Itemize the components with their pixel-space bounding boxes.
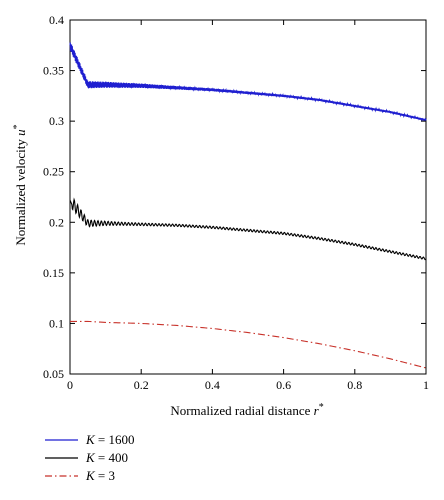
series-line-0 <box>69 42 427 122</box>
x-axis-label: Normalized radial distance r* <box>170 402 323 418</box>
x-tick-label: 0.4 <box>205 378 220 392</box>
y-tick-label: 0.3 <box>49 114 64 128</box>
series-layer <box>69 42 427 369</box>
x-tick-label: 1 <box>423 378 429 392</box>
legend-entry-1: K = 400 <box>85 450 128 465</box>
legend: K = 1600 K = 400 K = 3 <box>45 432 135 483</box>
ticks-layer: 0 0.2 0.4 0.6 0.8 1 0.05 0.1 0.15 0.2 0.25 0.3 0.35 0… <box>43 13 429 392</box>
y-tick-label: 0.25 <box>43 165 64 179</box>
x-tick-label: 0.8 <box>347 378 362 392</box>
legend-entry-0: K = 1600 <box>85 432 135 447</box>
plot-area: 0 0.2 0.4 0.6 0.8 1 0.05 0.1 0.15 0.2 0.25 0.3 0.35 0… <box>43 13 429 392</box>
series-line-2 <box>70 320 427 369</box>
legend-entry-2: K = 3 <box>85 468 115 483</box>
y-axis-label: Normalized velocity u* <box>12 124 28 245</box>
y-tick-label: 0.05 <box>43 367 64 381</box>
x-tick-label: 0.6 <box>276 378 291 392</box>
series-line-1 <box>69 197 427 261</box>
y-tick-label: 0.15 <box>43 266 64 280</box>
x-tick-label: 0 <box>67 378 73 392</box>
y-tick-label: 0.4 <box>49 13 64 27</box>
x-tick-label: 0.2 <box>134 378 149 392</box>
plot-frame <box>69 19 427 375</box>
y-tick-label: 0.1 <box>49 316 64 330</box>
y-tick-label: 0.2 <box>49 215 64 229</box>
y-tick-label: 0.35 <box>43 64 64 78</box>
